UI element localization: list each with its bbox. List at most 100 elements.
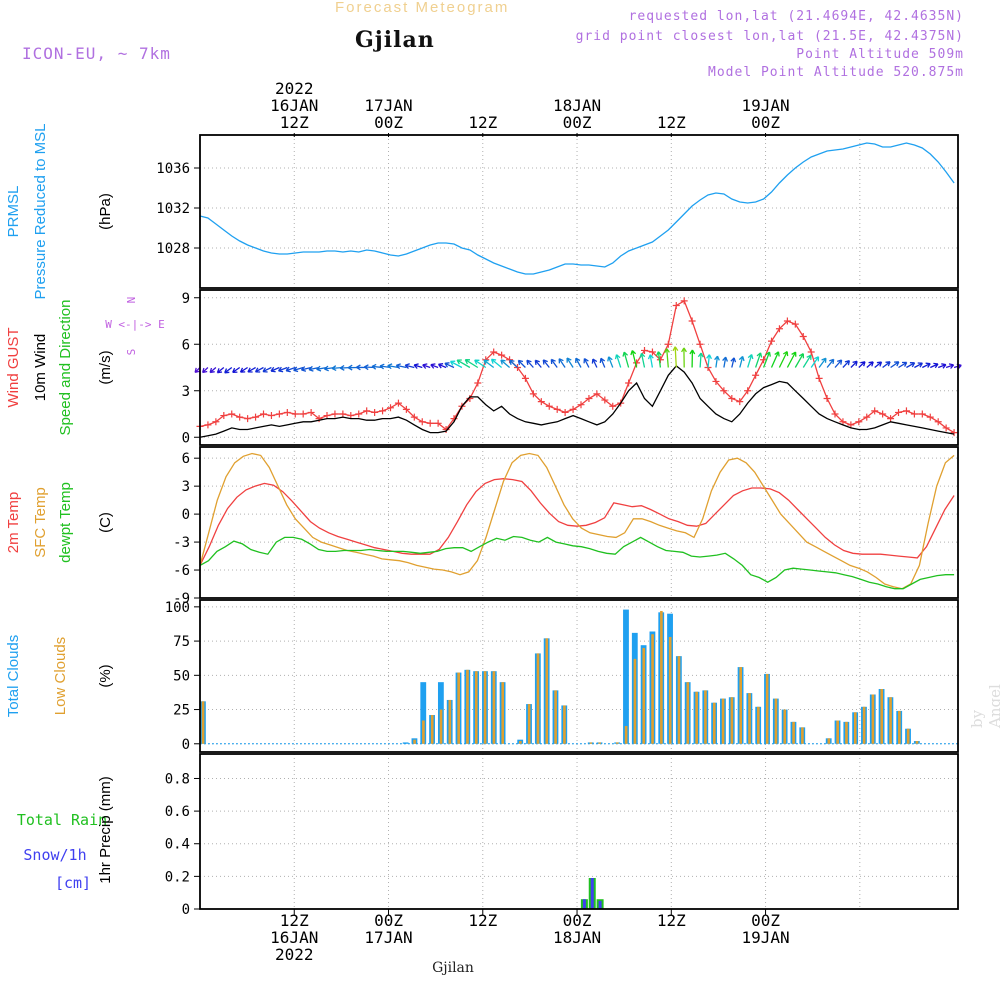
gust-marker [807,348,815,356]
low-clouds-bar [836,720,839,744]
gust-marker [466,395,474,402]
low-clouds-bar [545,638,549,744]
wind-direction-arrow [722,356,729,368]
wind-direction-arrow [706,354,712,368]
gust-marker [418,418,426,426]
top-time-label: 12Z [280,113,309,132]
total-clouds-bar [420,682,427,744]
low-clouds-bar [457,672,460,744]
wind-direction-arrow [509,359,518,368]
gust-marker [347,412,355,420]
wind-direction-arrow [285,366,296,373]
wind-direction-arrow [834,359,843,368]
gust-marker [799,333,807,340]
top-time-label: 00Z [563,113,592,132]
wind-direction-arrow [681,347,687,368]
low-clouds-bar [792,721,795,744]
bottom-time-label: 00Z [374,911,403,930]
low-clouds-bar [422,720,425,744]
low-clouds-bar [563,705,566,744]
gust-marker [593,390,601,398]
wind-direction-arrow [930,362,939,369]
gust-marker [664,340,672,348]
low-clouds-bar [862,706,866,744]
wind-direction-arrow [542,359,550,368]
gust-marker [696,340,704,348]
meteogram-title: Forecast Meteogram [335,0,510,16]
gust-marker [283,408,291,416]
low-clouds-bar [492,671,496,744]
gust-marker [720,387,728,395]
bottom-time-label: 12Z [657,911,686,930]
left-label: Speed and Direction [57,300,74,436]
y-axis-label: (C) [97,512,114,533]
wind-direction-arrow [526,359,534,368]
low-clouds-bar [880,689,884,744]
wind-direction-arrow [738,355,745,368]
y-axis-label: (%) [97,664,114,687]
left-label: dewpt Temp [57,482,74,563]
low-clouds-bar [201,701,205,744]
gust-marker [553,405,561,413]
left-label: Snow/1h [23,846,86,864]
total-clouds-bar [623,609,629,744]
gust-marker [887,415,895,423]
gust-marker [625,379,633,387]
dewpt-temp-line [199,535,955,590]
gust-marker [394,399,402,407]
low-clouds-bar [898,710,901,744]
bottom-time-label: 00Z [563,911,592,930]
gust-marker [783,317,791,325]
gust-marker [831,410,839,418]
low-clouds-bar [466,669,469,744]
gust-marker [879,410,887,418]
wind-frame [199,289,959,446]
wind-direction-arrow [270,366,280,373]
low-clouds-bar [712,702,716,744]
location-title: Gjilan [355,27,435,53]
model-altitude: Model Point Altitude 520.875m [708,65,964,80]
gust-marker [918,410,926,418]
low-clouds-bar [686,682,690,744]
bottom-time-label: 12Z [280,911,309,930]
left-label: PRMSL [5,186,22,238]
wind-direction-arrow [490,358,503,369]
gust-marker [926,413,934,421]
wind-direction-arrow [614,354,622,368]
left-label: Total Rain [17,811,107,829]
gust-marker [402,405,410,413]
low-clouds-bar [721,698,725,744]
wind-direction-arrow [898,361,908,369]
wind-direction-arrow [262,366,272,373]
gust-marker [514,364,522,371]
gust-marker [728,395,736,402]
gust-marker [355,410,363,418]
y-tick-label: 1032 [156,201,190,217]
wind-direction-arrow [583,358,590,368]
wind-direction-arrow [778,350,789,368]
low-clouds-bar [915,741,919,744]
gust-marker [895,408,903,416]
wind-direction-arrow [277,366,288,373]
wind-direction-arrow [430,363,439,369]
gust-marker [275,410,283,418]
bottom-time-label: 19JAN [741,928,789,947]
wind-direction-arrow [794,353,805,368]
wind-direction-arrow [647,354,654,368]
low-clouds-bar [598,742,601,744]
y-tick-label: 0 [182,430,190,446]
gust-marker [585,395,593,402]
wind-panel: 0 3 6 9 Wind GUST 10m Wind Speed and Direction… [5,289,962,446]
pressure-panel: 1028 1032 1036 PRMSL Pressure Reduced to MSL… [5,124,959,300]
gust-marker [442,426,450,433]
wind-direction-arrow [550,358,558,368]
low-clouds-bar [801,727,804,744]
wind-direction-arrow [209,367,217,374]
bottom-time-label: 16JAN [270,928,318,947]
y-tick-label: -3 [173,535,190,551]
top-time-label: 16JAN [270,96,318,115]
bottom-time-label: 12Z [468,911,497,930]
gust-marker [339,410,347,418]
left-label: Pressure Reduced to MSL [32,124,49,300]
gust-marker [744,387,752,395]
